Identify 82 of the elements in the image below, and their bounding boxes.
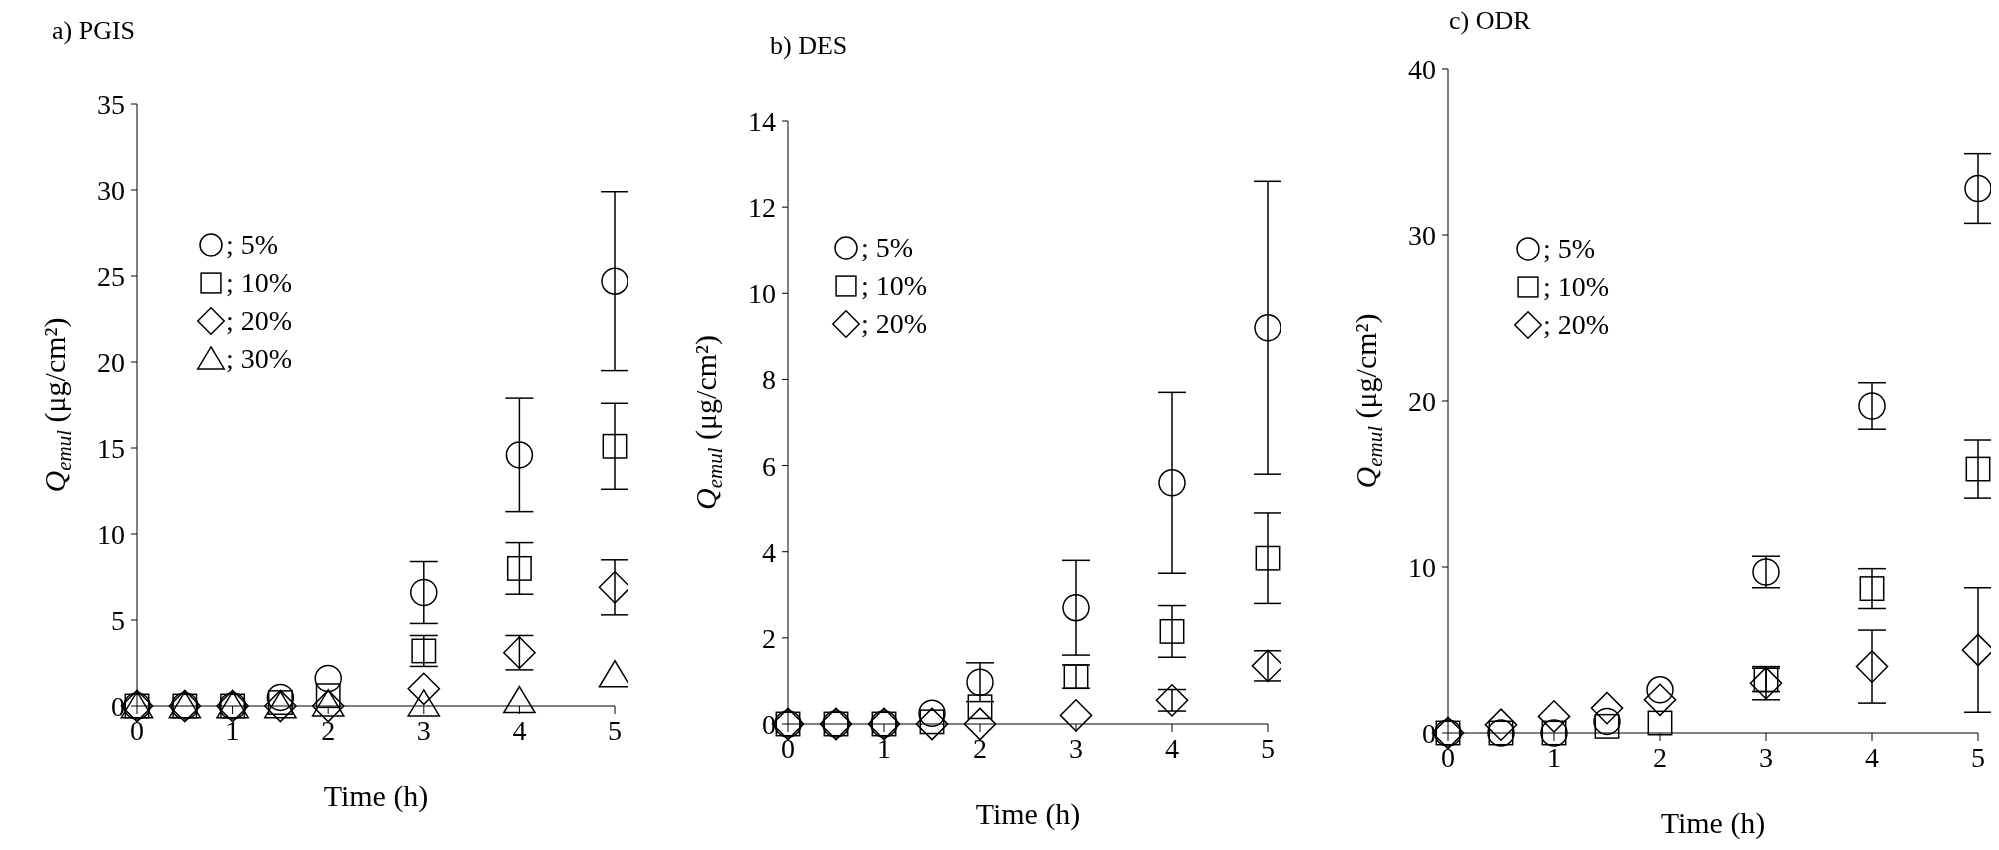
point: [1159, 618, 1185, 644]
x-axis-title: Time (h): [975, 797, 1081, 831]
x-axis-title: Time (h): [323, 779, 429, 813]
legend-label: ; 20%: [861, 307, 928, 341]
point: [407, 672, 441, 706]
point: [601, 267, 628, 295]
x-tick-label: 1: [877, 732, 891, 764]
x-tick-label: 5: [608, 714, 622, 746]
point: [1859, 576, 1885, 602]
point: [966, 668, 994, 696]
legend-label: ; 20%: [226, 304, 293, 338]
x-tick-label: 1: [1547, 741, 1561, 773]
point: [410, 578, 438, 607]
y-tick-label: 4: [762, 536, 776, 568]
point: [1965, 456, 1991, 482]
y-tick-label: 30: [1408, 219, 1436, 251]
x-tick-label: 3: [1759, 741, 1773, 773]
x-tick-label: 4: [1165, 732, 1179, 764]
point: [503, 685, 536, 714]
legend-label: ; 30%: [226, 342, 293, 376]
point: [602, 433, 628, 459]
y-tick-label: 20: [1408, 385, 1436, 417]
y-tick-label: 14: [748, 105, 776, 137]
x-tick-label: 4: [1865, 741, 1879, 773]
x-tick-label: 2: [973, 732, 987, 764]
y-tick-label: 0: [111, 690, 125, 722]
y-tick-label: 25: [97, 260, 125, 292]
point: [1594, 713, 1620, 739]
point: [311, 689, 345, 717]
legend-label: ; 5%: [226, 228, 279, 262]
legend-label: ; 5%: [1543, 232, 1596, 266]
y-tick-label: 10: [748, 278, 776, 310]
y-tick-label: 15: [97, 432, 125, 464]
point: [1858, 392, 1886, 420]
y-tick-label: 20: [97, 346, 125, 378]
x-tick-label: 5: [1971, 741, 1985, 773]
legend-label: ; 20%: [1543, 308, 1610, 342]
legend-label: ; 10%: [1543, 270, 1610, 304]
point: [1537, 700, 1571, 733]
chart-title: a) PGIS: [52, 16, 136, 46]
y-tick-label: 10: [97, 518, 125, 550]
point: [915, 707, 949, 741]
point: [1647, 710, 1673, 736]
x-tick-label: 5: [1261, 732, 1275, 764]
y-tick-label: 30: [97, 174, 125, 206]
point: [1964, 174, 1991, 203]
point: [1059, 699, 1093, 732]
y-tick-label: 8: [762, 364, 776, 396]
point: [505, 441, 534, 469]
point: [1062, 593, 1090, 622]
y-tick-label: 10: [1408, 551, 1436, 583]
y-tick-label: 12: [748, 192, 776, 224]
point: [1484, 708, 1518, 742]
point: [407, 689, 441, 717]
point: [506, 555, 532, 581]
point: [963, 707, 997, 741]
chart-title: c) ODR: [1449, 6, 1531, 36]
point: [1643, 683, 1677, 717]
x-tick-label: 1: [225, 714, 240, 746]
legend-label: ; 10%: [226, 266, 293, 300]
y-tick-label: 35: [97, 88, 125, 120]
legend-label: ; 5%: [861, 231, 914, 265]
x-tick-label: 3: [416, 714, 431, 746]
point: [1255, 545, 1281, 571]
point: [1855, 650, 1889, 683]
point: [314, 664, 342, 693]
y-tick-label: 5: [111, 604, 125, 636]
y-tick-label: 6: [762, 450, 776, 482]
point: [311, 689, 345, 723]
x-tick-label: 3: [1069, 732, 1083, 764]
y-tick-label: 2: [762, 622, 776, 654]
point: [967, 694, 993, 720]
y-tick-label: 40: [1408, 53, 1436, 85]
legend-label: ; 10%: [861, 269, 928, 303]
chart-title: b) DES: [770, 31, 848, 61]
point: [1158, 469, 1186, 497]
x-tick-label: 2: [321, 714, 336, 746]
point: [1254, 313, 1281, 342]
x-tick-label: 4: [512, 714, 527, 746]
x-tick-label: 2: [1653, 741, 1667, 773]
x-axis-title: Time (h): [1660, 806, 1766, 840]
point: [1590, 691, 1624, 725]
